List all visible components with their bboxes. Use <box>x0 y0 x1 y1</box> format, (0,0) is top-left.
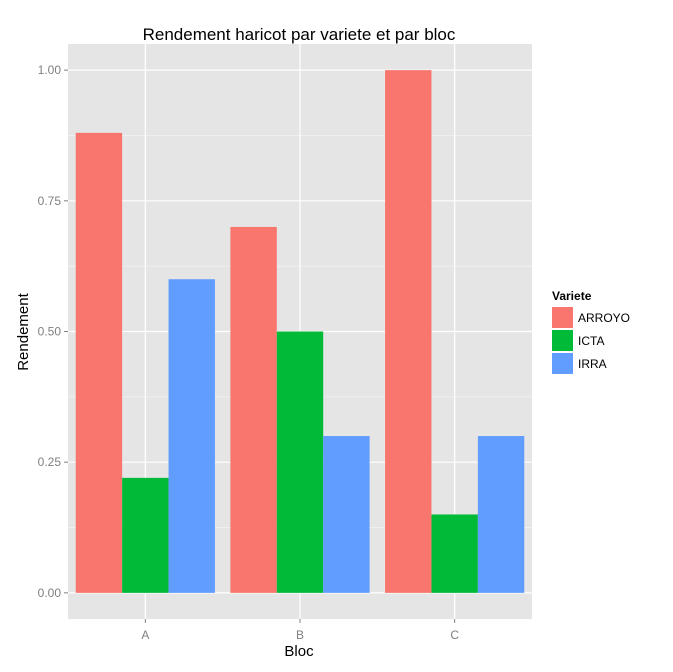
bar-icta-c <box>431 514 478 593</box>
y-tick-label: 0.50 <box>38 325 62 339</box>
x-tick-label: C <box>450 628 459 642</box>
chart-title: Rendement haricot par variete et par blo… <box>143 25 456 44</box>
bar-arroyo-b <box>230 226 277 593</box>
bars <box>75 70 525 593</box>
x-tick-label: A <box>141 628 149 642</box>
bar-irra-b <box>323 436 370 593</box>
y-axis-ticks: 0.00 0.25 0.50 0.75 1.00 <box>38 63 68 600</box>
legend-label-irra: IRRA <box>578 357 607 371</box>
bar-irra-c <box>477 436 525 593</box>
legend-title: Variete <box>552 289 592 303</box>
legend-key-arroyo <box>552 307 573 328</box>
legend-label-icta: ICTA <box>578 334 604 348</box>
y-tick-label: 1.00 <box>38 63 62 77</box>
bar-icta-a <box>122 477 169 593</box>
x-axis-title: Bloc <box>284 643 314 660</box>
y-tick-label: 0.00 <box>38 586 62 600</box>
legend: Variete ARROYO ICTA IRRA <box>552 289 630 374</box>
x-tick-label: B <box>296 628 304 642</box>
legend-label-arroyo: ARROYO <box>578 311 630 325</box>
bar-arroyo-a <box>75 132 123 593</box>
y-tick-label: 0.25 <box>38 455 62 469</box>
y-tick-label: 0.75 <box>38 194 62 208</box>
y-axis-title: Rendement <box>15 292 32 370</box>
bar-icta-b <box>276 331 324 593</box>
x-axis-ticks: A B C <box>141 619 459 642</box>
legend-key-icta <box>552 330 573 351</box>
bar-irra-a <box>168 279 215 593</box>
bar-arroyo-c <box>385 70 432 593</box>
legend-key-irra <box>552 353 573 374</box>
